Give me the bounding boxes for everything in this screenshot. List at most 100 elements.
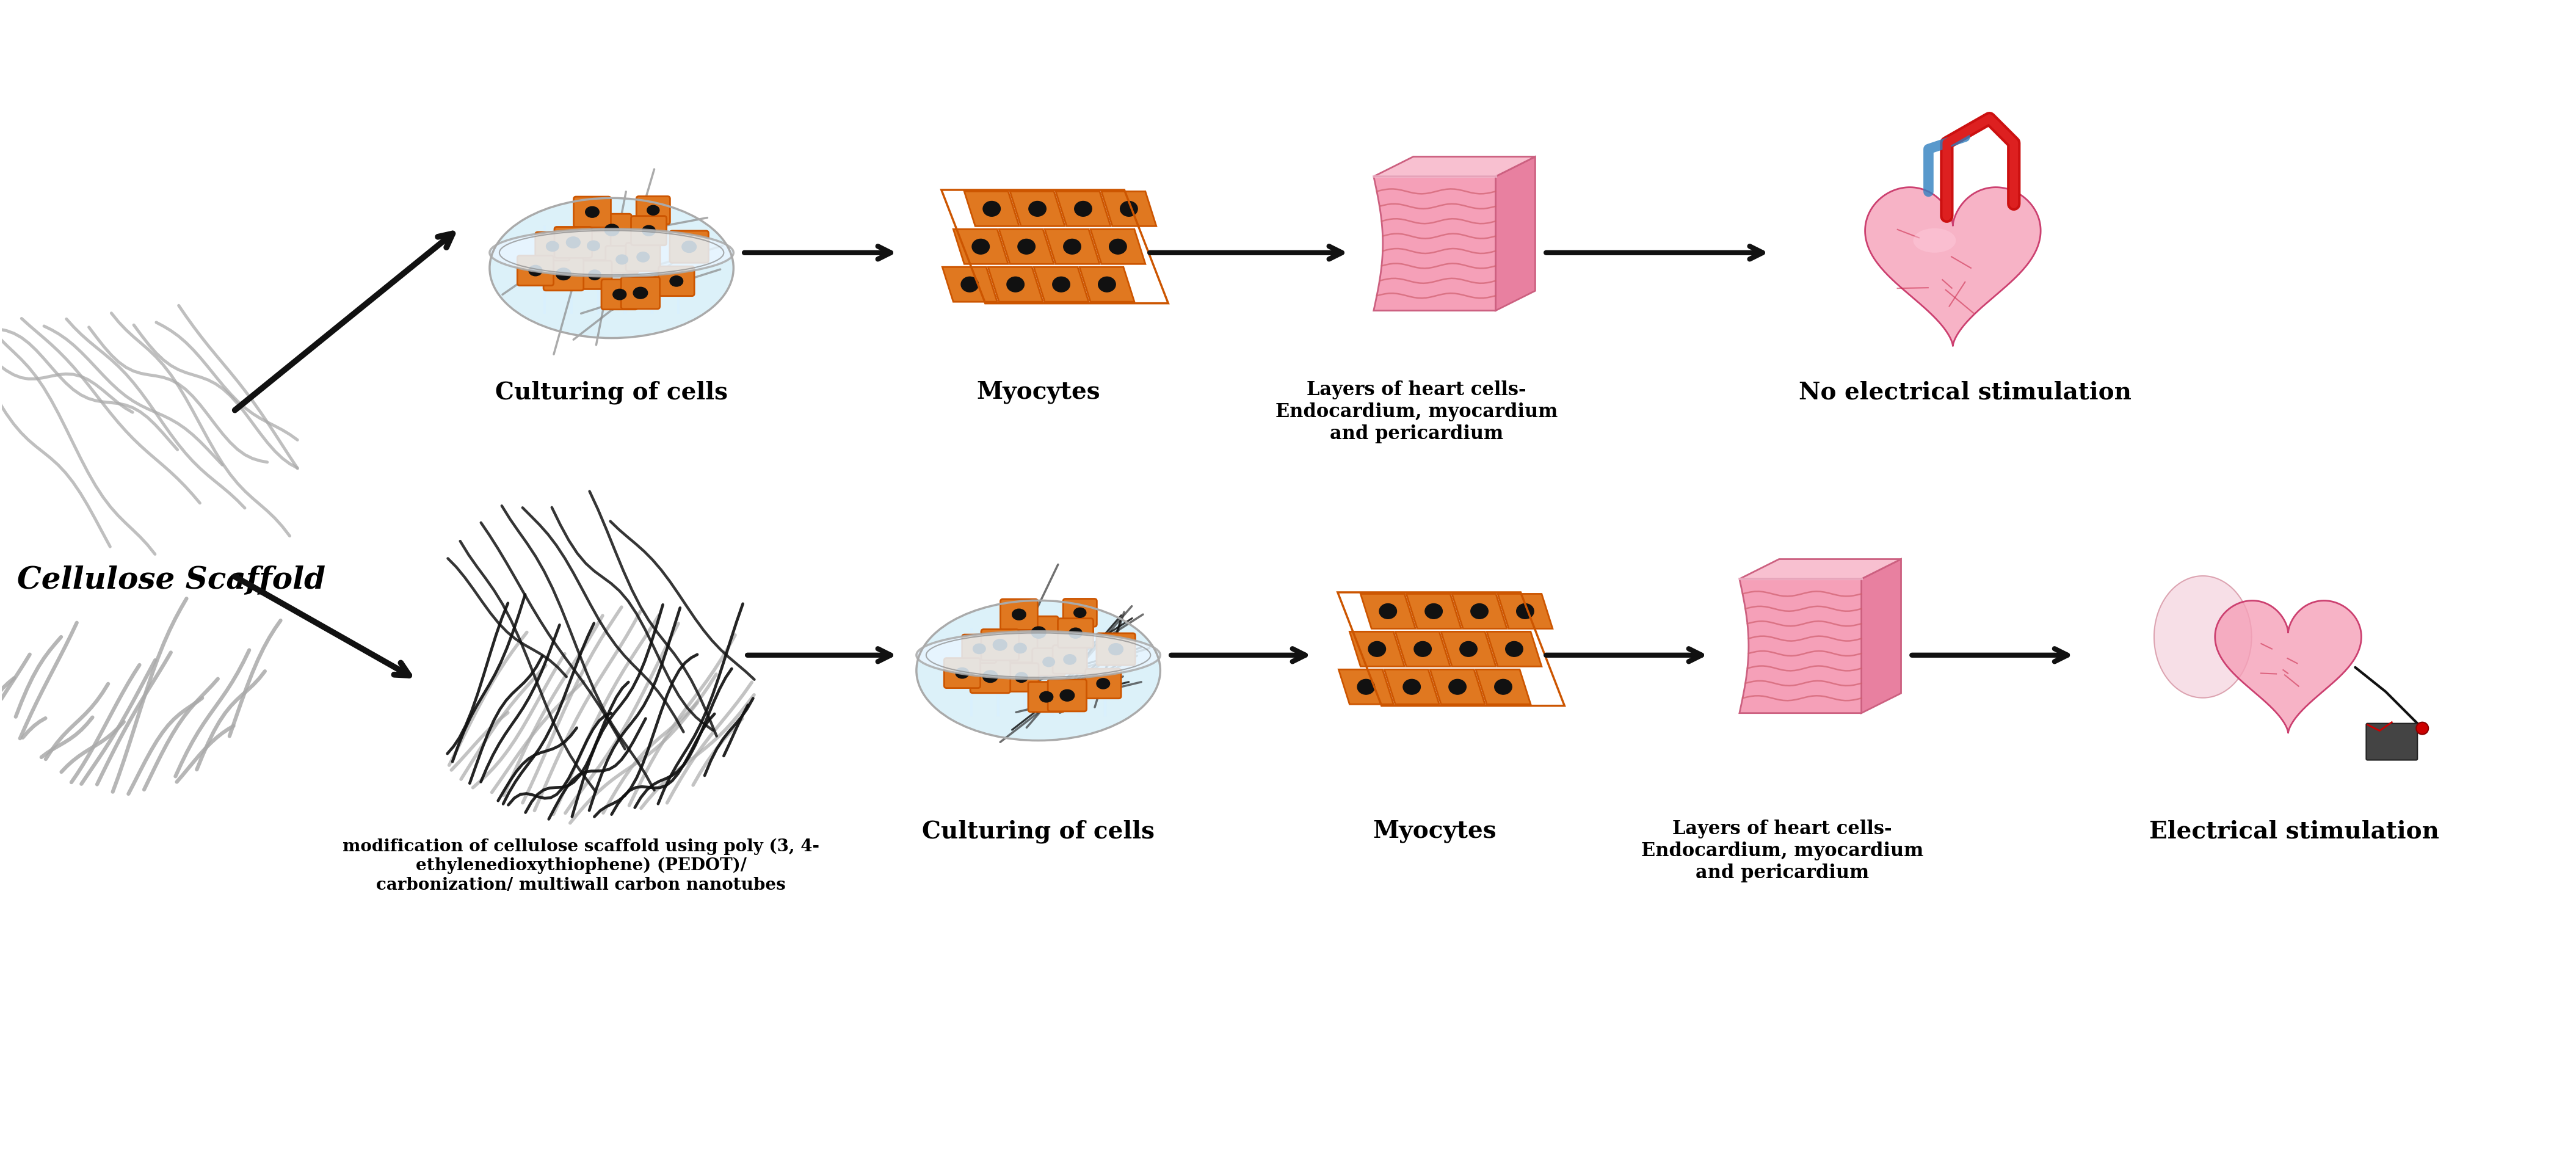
Ellipse shape <box>992 639 1007 651</box>
Ellipse shape <box>634 287 647 298</box>
Ellipse shape <box>489 229 734 276</box>
Ellipse shape <box>1471 603 1489 618</box>
Ellipse shape <box>1018 239 1036 254</box>
FancyBboxPatch shape <box>577 261 613 289</box>
Ellipse shape <box>528 265 541 276</box>
Polygon shape <box>989 267 1043 302</box>
Ellipse shape <box>1448 680 1466 695</box>
FancyBboxPatch shape <box>999 599 1038 630</box>
FancyBboxPatch shape <box>544 258 585 290</box>
Ellipse shape <box>1517 603 1533 618</box>
FancyBboxPatch shape <box>670 231 708 262</box>
FancyBboxPatch shape <box>1028 682 1064 712</box>
FancyBboxPatch shape <box>1054 645 1087 674</box>
Ellipse shape <box>1494 680 1512 695</box>
Polygon shape <box>2154 576 2251 698</box>
FancyBboxPatch shape <box>1048 680 1087 711</box>
Text: Layers of heart cells-
Endocardium, myocardium
and pericardium: Layers of heart cells- Endocardium, myoc… <box>1275 380 1558 444</box>
Ellipse shape <box>971 239 989 254</box>
Ellipse shape <box>1041 691 1054 702</box>
Ellipse shape <box>1059 690 1074 702</box>
Ellipse shape <box>616 254 629 265</box>
Polygon shape <box>1350 631 1404 666</box>
Ellipse shape <box>1358 680 1376 695</box>
Ellipse shape <box>1504 642 1522 657</box>
FancyBboxPatch shape <box>621 277 659 309</box>
Polygon shape <box>1373 157 1535 177</box>
Text: Myocytes: Myocytes <box>976 380 1100 403</box>
FancyBboxPatch shape <box>636 197 670 224</box>
Text: No electrical stimulation: No electrical stimulation <box>1798 380 2130 403</box>
FancyBboxPatch shape <box>971 660 1010 692</box>
Ellipse shape <box>683 240 696 252</box>
Ellipse shape <box>1914 228 1955 253</box>
FancyBboxPatch shape <box>605 246 639 273</box>
Ellipse shape <box>917 631 1159 679</box>
Ellipse shape <box>636 252 649 262</box>
Polygon shape <box>1033 267 1090 302</box>
Text: Culturing of cells: Culturing of cells <box>922 820 1154 843</box>
Ellipse shape <box>917 600 1159 741</box>
Ellipse shape <box>1015 673 1028 682</box>
Polygon shape <box>1486 631 1540 666</box>
Ellipse shape <box>1015 643 1025 653</box>
FancyBboxPatch shape <box>574 197 611 228</box>
Ellipse shape <box>2416 722 2429 734</box>
Polygon shape <box>943 267 997 302</box>
FancyBboxPatch shape <box>536 232 569 260</box>
Ellipse shape <box>1121 201 1139 216</box>
Ellipse shape <box>1074 608 1087 617</box>
Polygon shape <box>1360 594 1414 629</box>
Polygon shape <box>1430 669 1484 704</box>
FancyBboxPatch shape <box>2367 724 2416 759</box>
Ellipse shape <box>984 670 997 682</box>
FancyBboxPatch shape <box>1002 633 1038 662</box>
Ellipse shape <box>1368 642 1386 657</box>
Text: Cellulose Scaffold: Cellulose Scaffold <box>18 565 325 595</box>
Ellipse shape <box>567 237 580 249</box>
FancyBboxPatch shape <box>1059 618 1092 647</box>
Text: modification of cellulose scaffold using poly (3, 4-
ethylenedioxythiophene) (PE: modification of cellulose scaffold using… <box>343 838 819 894</box>
Polygon shape <box>1103 192 1157 227</box>
FancyBboxPatch shape <box>1097 633 1136 665</box>
Ellipse shape <box>961 276 979 292</box>
FancyBboxPatch shape <box>600 280 639 310</box>
Ellipse shape <box>641 225 654 236</box>
FancyBboxPatch shape <box>592 214 631 246</box>
Ellipse shape <box>1404 680 1419 695</box>
Polygon shape <box>1090 229 1146 264</box>
Polygon shape <box>1862 560 1901 713</box>
Ellipse shape <box>587 240 600 251</box>
FancyBboxPatch shape <box>1020 616 1059 649</box>
FancyBboxPatch shape <box>518 255 554 286</box>
Ellipse shape <box>556 268 572 280</box>
Polygon shape <box>2215 601 2362 733</box>
Polygon shape <box>1453 594 1507 629</box>
Ellipse shape <box>1414 642 1432 657</box>
Ellipse shape <box>1378 603 1396 618</box>
FancyBboxPatch shape <box>554 227 592 258</box>
FancyBboxPatch shape <box>659 266 696 296</box>
Ellipse shape <box>1069 628 1082 638</box>
Ellipse shape <box>647 206 659 215</box>
Polygon shape <box>1383 669 1440 704</box>
FancyBboxPatch shape <box>961 635 997 664</box>
Ellipse shape <box>546 242 559 251</box>
Polygon shape <box>1046 229 1100 264</box>
Polygon shape <box>1865 187 2040 346</box>
FancyBboxPatch shape <box>945 658 981 688</box>
Ellipse shape <box>1012 609 1025 620</box>
Ellipse shape <box>1007 276 1025 292</box>
Polygon shape <box>963 192 1020 227</box>
Polygon shape <box>1497 157 1535 311</box>
FancyBboxPatch shape <box>1084 669 1121 698</box>
Polygon shape <box>1406 594 1461 629</box>
Ellipse shape <box>1064 654 1077 665</box>
Ellipse shape <box>613 289 626 299</box>
Ellipse shape <box>1064 239 1082 254</box>
Ellipse shape <box>1054 276 1069 292</box>
Polygon shape <box>1739 560 1901 579</box>
FancyBboxPatch shape <box>631 216 667 245</box>
Polygon shape <box>999 229 1054 264</box>
Polygon shape <box>1396 631 1450 666</box>
